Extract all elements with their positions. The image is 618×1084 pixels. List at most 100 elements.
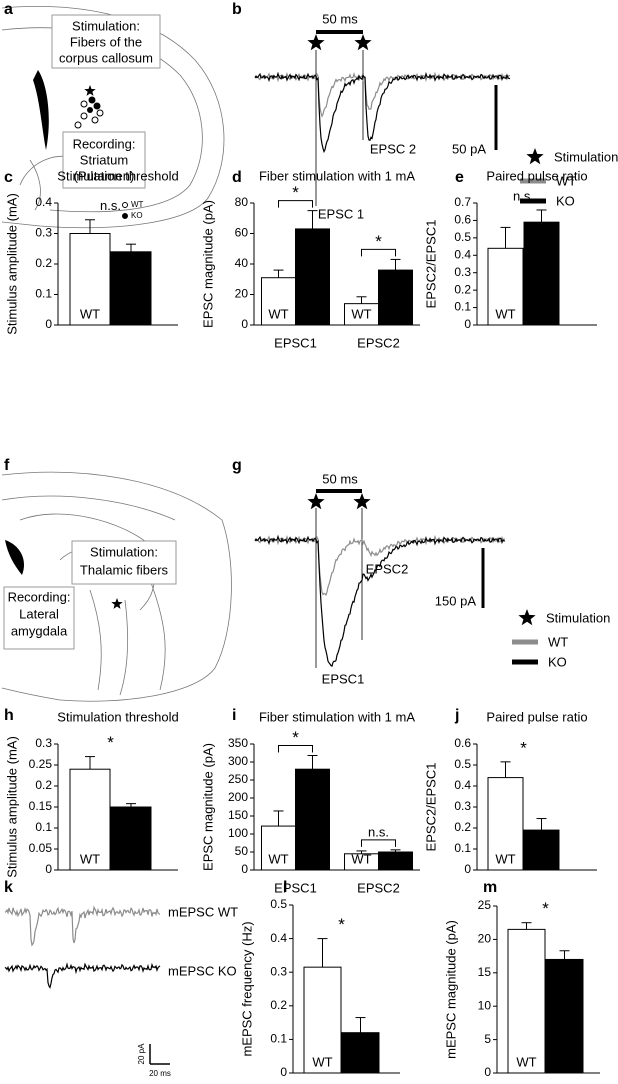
bar-label: WT [495,306,515,321]
y-tick-label: 0.4 [35,195,52,209]
error-bar [536,818,547,831]
y-tick-label: 0 [484,1065,491,1079]
error-bar [390,849,401,852]
peak-label: EPSC2 [366,561,409,576]
error-bar [85,756,95,770]
error-bar [307,210,318,229]
stimulus-star [526,148,544,165]
y-tick-label: 100 [228,826,248,840]
annotation: Stimulation: [90,544,158,559]
error-bar [85,219,95,234]
scale-label: 50 ms [322,471,358,486]
y-tick-label: 0.3 [35,226,52,240]
error-bar [559,950,570,960]
y-tick-label: 25 [478,898,492,912]
legend-marker [122,202,128,208]
y-tick-label: 0.3 [454,799,471,813]
error-bar [355,1017,366,1033]
annotation: Recording: [73,136,136,151]
chart-title: Fiber stimulation with 1 mA [259,709,415,724]
legend-marker [122,213,128,219]
recording-sites [74,96,104,129]
chart-title: Paired pulse ratio [486,168,587,183]
stimulus-star [307,493,325,510]
trace [254,71,511,154]
site [74,121,82,129]
legend-label: KO [131,211,143,220]
scale-label: 150 pA [435,593,477,608]
panel-letter: j [454,707,459,724]
bar-label: WT [495,851,515,866]
chart-title: Paired pulse ratio [486,709,587,724]
y-tick-label: 10 [478,998,492,1012]
y-tick-label: 0.1 [35,287,52,301]
site [93,102,101,110]
panel-letter: f [4,457,10,474]
bar-label: WT [268,306,288,321]
y-tick-label: 0.3 [270,964,287,978]
y-tick-label: 0 [45,317,52,331]
peak-label: EPSC 1 [318,206,364,221]
bar [341,1032,380,1074]
y-axis-label: EPSC2/EPSC1 [423,220,438,309]
error-bar [273,810,284,827]
y-tick-label: 0 [464,862,471,876]
significance-bracket [361,248,396,257]
panel-letter: i [232,707,236,724]
trace [254,534,506,597]
bar-label: KO [122,306,141,321]
annotation: corpus callosum [59,50,153,65]
scale-label: 20 pA [137,1043,146,1065]
legend-label: Stimulation [546,610,610,625]
trace [254,534,506,668]
bar [69,233,111,326]
y-tick-label: 0.4 [454,247,471,261]
chart-title: Stimulation threshold [57,168,178,183]
error-bar [317,938,328,968]
brain-section-f [1,471,232,702]
y-tick-label: 0.5 [454,757,471,771]
annotation: Lateral [19,606,59,621]
y-tick-label: 80 [235,195,249,209]
bar [110,806,152,871]
error-bar [356,850,367,854]
x-tick-label: EPSC1 [274,880,317,895]
bar-label: WT [268,851,288,866]
y-tick-label: 0.5 [454,230,471,244]
y-tick-label: 0 [464,317,471,331]
y-tick-label: 20 [235,287,249,301]
significance-label: * [542,899,549,918]
site [87,107,93,113]
trace [4,905,161,947]
panel-letter: g [232,457,242,474]
y-tick-label: 0.2 [270,998,287,1012]
bar [378,269,413,326]
significance-label: n.s. [100,198,121,213]
y-tick-label: 0 [45,862,52,876]
error-bar [356,296,367,304]
site [80,112,88,120]
y-axis-label: EPSC magnitude (pA) [200,743,215,871]
panel-letter: c [4,169,13,186]
ventricle [5,540,25,575]
y-tick-label: 0.1 [454,300,471,314]
y-tick-label: 0.2 [454,282,471,296]
y-axis-label: mEPSC magnitude (pA) [443,920,458,1059]
bar-label: WT [80,306,100,321]
peak-label: EPSC 2 [370,141,416,156]
y-tick-label: 0 [241,317,248,331]
significance-bracket [361,839,396,847]
bar-label: KO [351,1054,370,1069]
x-tick-label: EPSC2 [357,335,400,350]
error-bar [126,803,136,807]
significance-label: * [338,915,345,934]
y-tick-label: 300 [228,754,248,768]
brain-section-a [1,6,225,229]
panel-letter: h [4,707,14,724]
site [96,109,104,117]
y-tick-label: 0.5 [270,897,287,911]
y-tick-label: 0 [241,862,248,876]
annotation: Recording: [8,589,71,604]
error-bar [273,269,284,278]
legend-label: WT [131,200,144,209]
